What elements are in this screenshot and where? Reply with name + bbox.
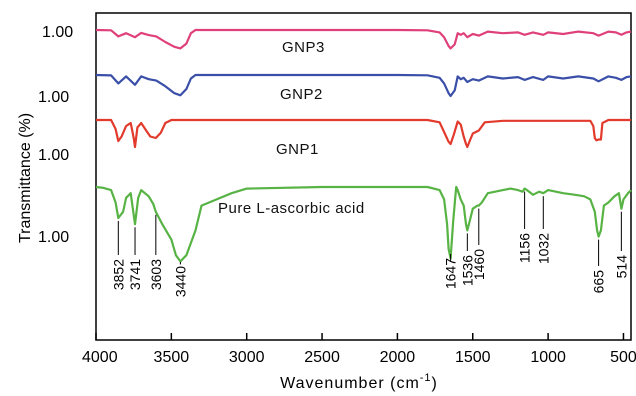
peak-label-1647: 1647: [443, 258, 459, 289]
x-tick-label-3000: 3000: [229, 349, 265, 366]
series-label-gnp2: GNP2: [280, 86, 323, 103]
series-label-gnp1: GNP1: [276, 141, 319, 158]
y-level-label-gnp1: 1.00: [38, 147, 69, 164]
series-line-gnp1: [96, 118, 631, 149]
x-axis-ticks: 4000 3500 3000 2500 2000 1500 1000 500: [82, 333, 636, 366]
peak-label-3741: 3741: [127, 259, 143, 290]
x-tick-label-4000: 4000: [82, 349, 118, 366]
peak-label-3440: 3440: [172, 266, 188, 297]
y-level-label-gnp3: 1.00: [42, 24, 73, 41]
peak-label-3852: 3852: [110, 259, 126, 290]
y-level-label-gnp2: 1.00: [38, 89, 69, 106]
x-tick-label-3500: 3500: [154, 349, 190, 366]
peak-label-3603: 3603: [148, 259, 164, 290]
x-axis-title-close: ): [432, 375, 438, 392]
series-group: [95, 28, 632, 263]
peak-label-1460: 1460: [471, 249, 487, 280]
peak-label-514: 514: [613, 255, 629, 279]
x-tick-label-1500: 1500: [455, 349, 491, 366]
x-axis-title-main: Wavenumber (cm: [280, 375, 420, 392]
peak-label-1156: 1156: [517, 233, 533, 263]
peak-label-1536: 1536: [459, 255, 475, 286]
series-label-gnp3: GNP3: [282, 39, 325, 56]
x-axis-title: Wavenumber (cm-1): [280, 372, 438, 392]
x-tick-label-1000: 1000: [530, 349, 566, 366]
y-axis-title: Transmittance (%): [17, 113, 34, 243]
y-level-label-ascorbic: 1.00: [38, 229, 69, 246]
x-tick-label-500: 500: [610, 349, 636, 366]
x-tick-label-2000: 2000: [380, 349, 416, 366]
x-axis-title-sup: -1: [420, 372, 432, 384]
series-label-ascorbic: Pure L-ascorbic acid: [218, 200, 365, 217]
series-line-gnp3: [95, 28, 632, 50]
series-line-gnp2: [95, 73, 632, 98]
peak-label-665: 665: [591, 270, 607, 294]
series-line-ascorbic: [95, 185, 632, 263]
x-tick-label-2500: 2500: [304, 349, 340, 366]
peak-label-1032: 1032: [535, 233, 551, 264]
plot-area: [95, 12, 632, 341]
